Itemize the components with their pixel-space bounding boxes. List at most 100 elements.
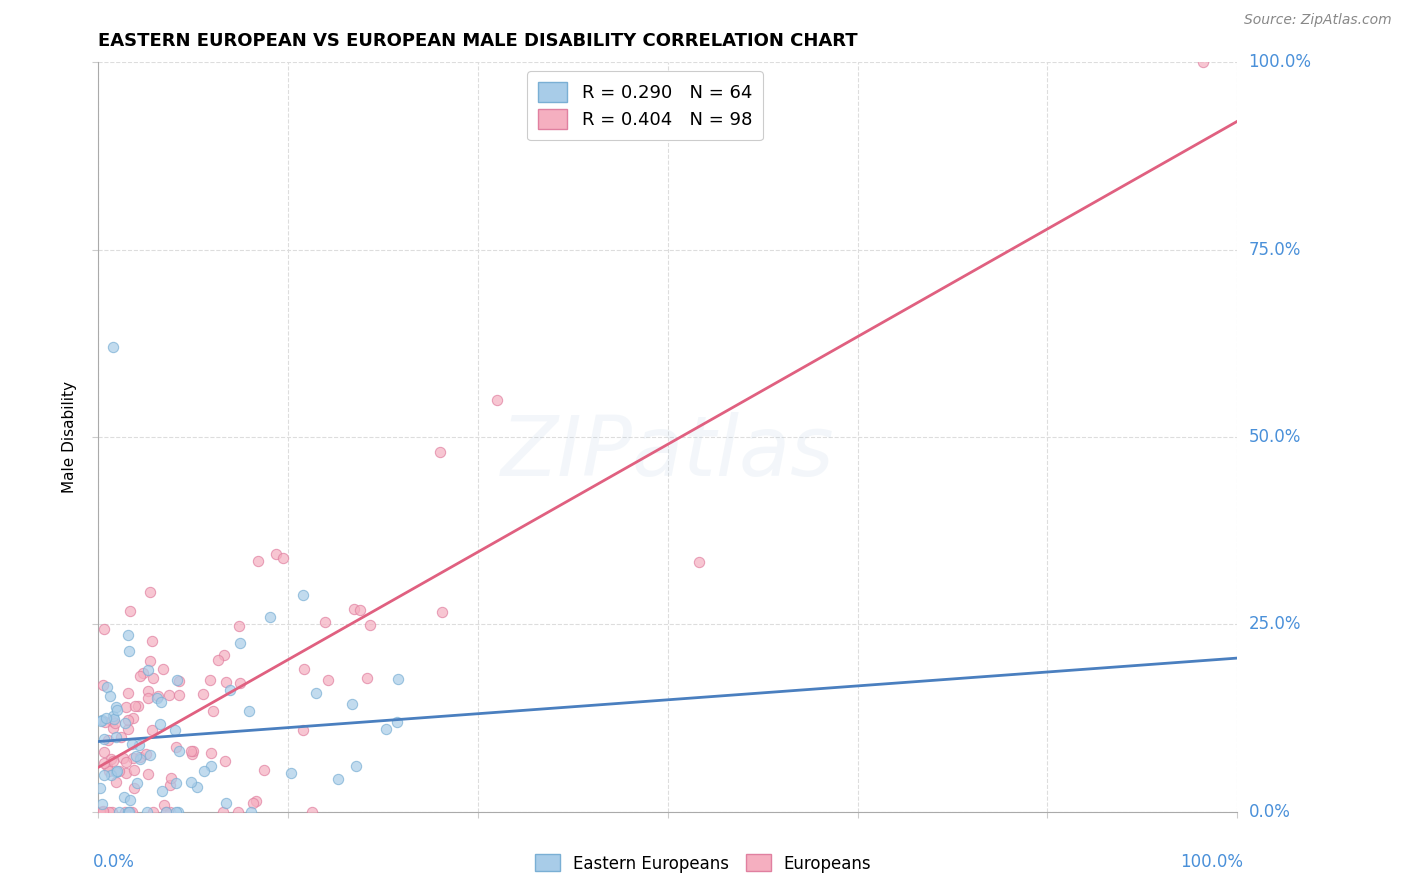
Point	[150, 695, 173, 709]
Point	[124, 699, 146, 714]
Point	[96, 680, 118, 694]
Point	[166, 673, 188, 687]
Point	[114, 805, 136, 819]
Point	[121, 805, 143, 819]
Point	[169, 688, 191, 702]
Point	[271, 550, 294, 565]
Point	[100, 752, 122, 766]
Point	[124, 781, 146, 796]
Point	[117, 714, 139, 728]
Point	[124, 764, 146, 778]
Point	[149, 716, 172, 731]
Point	[186, 780, 208, 794]
Point	[215, 796, 238, 810]
Point	[96, 759, 118, 773]
Text: 100.0%: 100.0%	[1180, 853, 1243, 871]
Point	[100, 768, 122, 782]
Point	[90, 714, 112, 728]
Point	[226, 805, 249, 819]
Point	[120, 604, 142, 618]
Legend: R = 0.290   N = 64, R = 0.404   N = 98: R = 0.290 N = 64, R = 0.404 N = 98	[527, 71, 763, 140]
Point	[93, 745, 115, 759]
Point	[89, 805, 111, 819]
Point	[114, 716, 136, 731]
Point	[212, 648, 235, 662]
Point	[165, 776, 187, 790]
Point	[125, 748, 148, 763]
Point	[429, 445, 451, 459]
Legend: Eastern Europeans, Europeans: Eastern Europeans, Europeans	[527, 847, 879, 880]
Point	[242, 796, 264, 810]
Point	[110, 730, 132, 744]
Point	[150, 783, 173, 797]
Text: 0.0%: 0.0%	[1249, 803, 1291, 821]
Point	[135, 805, 157, 819]
Point	[167, 744, 190, 758]
Point	[252, 763, 274, 777]
Point	[135, 747, 157, 762]
Point	[105, 775, 128, 789]
Point	[432, 605, 454, 619]
Point	[200, 759, 222, 773]
Point	[91, 797, 114, 811]
Text: 0.0%: 0.0%	[93, 853, 135, 871]
Text: 50.0%: 50.0%	[1249, 428, 1301, 446]
Point	[264, 547, 287, 561]
Point	[326, 772, 349, 787]
Point	[112, 790, 135, 805]
Point	[117, 686, 139, 700]
Point	[159, 805, 181, 819]
Point	[229, 676, 252, 690]
Point	[214, 755, 236, 769]
Point	[301, 805, 323, 819]
Point	[101, 714, 124, 728]
Point	[155, 805, 177, 819]
Point	[141, 723, 163, 738]
Point	[292, 662, 315, 676]
Point	[212, 805, 235, 819]
Point	[342, 697, 364, 711]
Point	[115, 766, 138, 780]
Text: EASTERN EUROPEAN VS EUROPEAN MALE DISABILITY CORRELATION CHART: EASTERN EUROPEAN VS EUROPEAN MALE DISABI…	[98, 32, 858, 50]
Point	[356, 671, 378, 685]
Point	[112, 750, 135, 764]
Point	[153, 798, 176, 813]
Point	[198, 673, 221, 687]
Point	[136, 664, 159, 678]
Point	[343, 601, 366, 615]
Point	[121, 751, 143, 765]
Point	[121, 737, 143, 751]
Point	[117, 723, 139, 737]
Point	[146, 691, 169, 706]
Point	[486, 392, 509, 407]
Point	[148, 690, 170, 704]
Point	[103, 712, 125, 726]
Point	[93, 756, 115, 770]
Point	[104, 700, 127, 714]
Point	[127, 776, 149, 790]
Point	[107, 764, 129, 778]
Point	[228, 636, 250, 650]
Point	[118, 644, 141, 658]
Point	[128, 750, 150, 764]
Point	[118, 805, 141, 819]
Text: Source: ZipAtlas.com: Source: ZipAtlas.com	[1244, 13, 1392, 28]
Point	[117, 627, 139, 641]
Point	[1192, 55, 1215, 70]
Point	[93, 768, 115, 782]
Point	[246, 554, 269, 568]
Point	[91, 678, 114, 692]
Point	[207, 652, 229, 666]
Point	[101, 709, 124, 723]
Point	[114, 699, 136, 714]
Point	[200, 746, 222, 760]
Point	[104, 765, 127, 780]
Point	[142, 805, 165, 819]
Point	[280, 766, 302, 780]
Point	[93, 732, 115, 747]
Point	[118, 805, 141, 819]
Point	[97, 764, 120, 778]
Point	[93, 715, 115, 730]
Point	[117, 805, 139, 819]
Point	[193, 687, 215, 701]
